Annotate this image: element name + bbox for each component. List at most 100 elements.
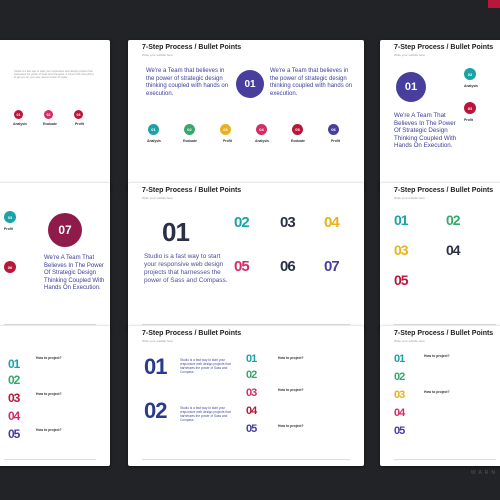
slide-subtitle: Write your subtitle here [394, 339, 425, 343]
big-number: 02 [144, 398, 168, 423]
how-to-label: How to project? [278, 424, 304, 428]
slide-3[interactable]: 7-Step Process / Bullet Points Write you… [380, 40, 500, 190]
slide-1[interactable]: Studio is a fast way to start your respo… [0, 40, 110, 190]
num-04: 04 [8, 409, 20, 423]
slide-title: 7-Step Process / Bullet Points [394, 330, 494, 337]
corner-accent [488, 0, 500, 8]
num-05: 05 [394, 425, 405, 437]
slide-footer-line [394, 459, 496, 460]
slide-title: 7-Step Process / Bullet Points [142, 330, 242, 337]
step-circle: 03 [4, 211, 16, 223]
slide-footer-line [4, 459, 96, 460]
slide-subtitle: Write your subtitle here [394, 53, 425, 57]
step-label: Profit [331, 139, 340, 143]
studio-text: Studio is a fast way to start your respo… [180, 358, 231, 374]
num-04: 04 [446, 242, 461, 258]
slide-footer-line [394, 324, 496, 325]
num-04: 04 [394, 407, 405, 419]
step-label: Analysis [255, 139, 269, 143]
step-circle: 02 [464, 68, 476, 80]
watermark-text: WARN [470, 470, 498, 476]
slide-7[interactable]: 01 02 03 04 05 How to project? How to pr… [0, 326, 110, 466]
num-03: 03 [280, 214, 296, 231]
num-05: 05 [246, 423, 257, 435]
num-02: 02 [234, 214, 250, 231]
num-03: 03 [246, 387, 257, 399]
step-circle: 03 [220, 124, 231, 135]
step-circle: 06 [4, 261, 16, 273]
slide-9[interactable]: 7-Step Process / Bullet Points Write you… [380, 326, 500, 466]
slide-6[interactable]: 7-Step Process / Bullet Points Write you… [380, 183, 500, 331]
num-03: 03 [394, 389, 405, 401]
num-02: 02 [394, 371, 405, 383]
step-label: Evaluate [43, 122, 57, 126]
slide-title: 7-Step Process / Bullet Points [394, 44, 494, 51]
slide-subtitle: Write your subtitle here [142, 196, 173, 200]
slide-body-text: Studio is a fast way to start your respo… [14, 70, 94, 80]
step-circle: 04 [256, 124, 267, 135]
num-02: 02 [246, 369, 257, 381]
step-label: Analysis [464, 84, 478, 88]
slide-team-text: We're A Team That Believes In The Power … [394, 112, 457, 149]
slide-footer-line [4, 324, 96, 325]
step-label: Profit [4, 227, 13, 231]
step-circle: 03 [74, 110, 83, 119]
num-04: 04 [246, 405, 257, 417]
num-01: 01 [394, 212, 409, 228]
num-06: 06 [280, 258, 296, 275]
how-to-label: How to project? [36, 428, 62, 432]
slide-team-text: We're a Team that believes in the power … [146, 68, 229, 97]
slide-footer-line [142, 459, 350, 460]
slide-5[interactable]: 7-Step Process / Bullet Points Write you… [128, 183, 364, 331]
step-circle: 06 [328, 124, 339, 135]
num-02: 02 [446, 212, 461, 228]
step-label: Profit [464, 118, 473, 122]
step-label: Evaluate [183, 139, 197, 143]
num-01: 01 [394, 353, 405, 365]
num-01: 01 [8, 357, 20, 371]
step-label: Analysis [13, 122, 27, 126]
step-label: Profit [223, 139, 232, 143]
num-05: 05 [8, 427, 20, 441]
slide-title: 7-Step Process / Bullet Points [142, 44, 242, 51]
slide-team-text-right: We're a Team that believes in the power … [270, 68, 353, 97]
step-label: Evaluate [291, 139, 305, 143]
step-circle: 05 [292, 124, 303, 135]
how-to-label: How to project? [424, 354, 450, 358]
step-circle: 01 [148, 124, 159, 135]
step-label: Analysis [147, 139, 161, 143]
slide-title: 7-Step Process / Bullet Points [142, 187, 242, 194]
big-number: 01 [162, 217, 190, 247]
num-03: 03 [8, 391, 20, 405]
step-label: Profit [75, 122, 84, 126]
big-number-circle: 01 [236, 70, 264, 98]
slide-8[interactable]: 7-Step Process / Bullet Points Write you… [128, 326, 364, 466]
num-01: 01 [246, 353, 257, 365]
num-07: 07 [324, 258, 340, 275]
slide-title: 7-Step Process / Bullet Points [394, 187, 494, 194]
num-02: 02 [8, 373, 20, 387]
studio-text: Studio is a fast way to start your respo… [144, 253, 228, 284]
big-number-circle: 07 [48, 213, 82, 247]
slide-4[interactable]: 03 Profit 06 07 We're A Team That Believ… [0, 183, 110, 331]
slide-subtitle: Write your subtitle here [142, 339, 173, 343]
studio-text: Studio is a fast way to start your respo… [180, 406, 231, 422]
slide-2[interactable]: 7-Step Process / Bullet Points Write you… [128, 40, 364, 190]
how-to-label: How to project? [278, 388, 304, 392]
how-to-label: How to project? [424, 390, 450, 394]
slide-subtitle: Write your subtitle here [394, 196, 425, 200]
step-circle: 01 [14, 110, 23, 119]
big-number: 01 [144, 354, 168, 379]
how-to-label: How to project? [278, 356, 304, 360]
how-to-label: How to project? [36, 356, 62, 360]
num-03: 03 [394, 242, 409, 258]
step-circle: 03 [464, 102, 476, 114]
slide-footer-line [142, 324, 350, 325]
num-05: 05 [234, 258, 250, 275]
how-to-label: How to project? [36, 392, 62, 396]
slide-team-text: We're A Team That Believes In The Power … [44, 255, 105, 291]
num-04: 04 [324, 214, 340, 231]
slide-subtitle: Write your subtitle here [142, 53, 173, 57]
step-circle: 02 [44, 110, 53, 119]
step-circle: 02 [184, 124, 195, 135]
